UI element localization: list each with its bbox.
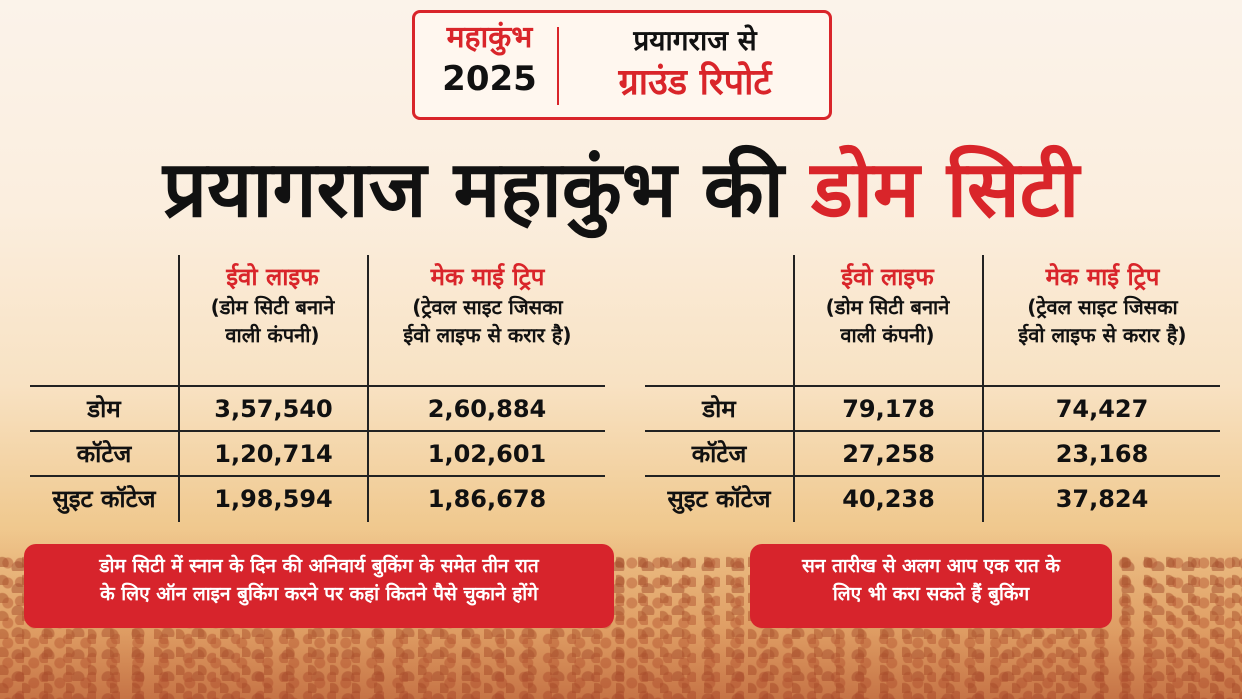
row-type: डोम (87, 395, 121, 423)
brand-sub1: (डोम सिटी बनाने (825, 295, 950, 319)
table-divider-vertical (178, 255, 180, 522)
brand-sub2: ईवो लाइफ से करार है) (403, 323, 572, 347)
headline: प्रयागराज महाकुंभ की डोम सिटी (0, 140, 1242, 240)
brand-sub2: वाली कंपनी) (225, 323, 320, 347)
table-divider-vertical (982, 255, 984, 522)
table-divider-vertical (793, 255, 795, 522)
row-type: डोम (702, 395, 736, 423)
brand-label: ईवो लाइफ (226, 263, 319, 291)
brand-sub2: वाली कंपनी) (840, 323, 935, 347)
report-badge: महाकुंभ 2025 प्रयागराज से ग्राउंड रिपोर्… (412, 10, 832, 120)
headline-part2: डोम सिटी (811, 145, 1080, 235)
brand-label: मेक माई ट्रिप (1045, 263, 1160, 291)
row-value-evo: 1,98,594 (214, 485, 333, 513)
note-line2: लिए भी करा सकते हैं बुकिंग (832, 583, 1030, 605)
row-type: कॉटेज (76, 440, 132, 468)
table-divider-horizontal (30, 475, 605, 477)
row-value-evo: 40,238 (842, 485, 935, 513)
row-value-mmt: 74,427 (1055, 395, 1149, 423)
badge-report: प्रयागराज से ग्राउंड रिपोर्ट (565, 23, 825, 107)
note-line2: के लिए ऑन लाइन बुकिंग करने पर कहां कितने… (100, 583, 538, 605)
table-divider-horizontal (645, 475, 1220, 477)
header-evo-life: ईवो लाइफ (डोम सिटी बनाने वाली कंपनी) (795, 255, 980, 385)
table-divider-horizontal (30, 385, 605, 387)
table-divider-vertical (367, 255, 369, 522)
table-divider-horizontal (645, 430, 1220, 432)
row-value-mmt: 1,02,601 (427, 440, 547, 468)
table-row: सुइट कॉटेज 40,238 37,824 (645, 479, 1220, 519)
badge-event: महाकुंभ 2025 (427, 19, 552, 101)
row-value-evo: 1,20,714 (214, 440, 333, 468)
brand-sub1: (डोम सिटी बनाने (210, 295, 335, 319)
note-one-night: सन तारीख से अलग आप एक रात के लिए भी करा … (750, 544, 1112, 628)
headline-part1: प्रयागराज महाकुंभ की (162, 145, 784, 235)
header-make-my-trip: मेक माई ट्रिप (ट्रेवल साइट जिसका ईवो लाइ… (985, 255, 1220, 385)
row-type: सुइट कॉटेज (52, 485, 156, 513)
table-row: सुइट कॉटेज 1,98,594 1,86,678 (30, 479, 605, 519)
row-type: कॉटेज (691, 440, 747, 468)
row-value-mmt: 2,60,884 (427, 395, 547, 423)
badge-divider (557, 27, 559, 105)
header-make-my-trip: मेक माई ट्रिप (ट्रेवल साइट जिसका ईवो लाइ… (370, 255, 605, 385)
note-three-nights: डोम सिटी में स्नान के दिन की अनिवार्य बु… (24, 544, 614, 628)
table-row: डोम 79,178 74,427 (645, 389, 1220, 429)
table-header: ईवो लाइफ (डोम सिटी बनाने वाली कंपनी) मेक… (30, 255, 605, 385)
row-value-evo: 3,57,540 (214, 395, 333, 423)
badge-line1: प्रयागराज से (633, 24, 757, 57)
table-divider-horizontal (30, 430, 605, 432)
row-value-mmt: 23,168 (1055, 440, 1149, 468)
table-row: कॉटेज 1,20,714 1,02,601 (30, 434, 605, 474)
row-value-evo: 79,178 (842, 395, 935, 423)
table-header: ईवो लाइफ (डोम सिटी बनाने वाली कंपनी) मेक… (645, 255, 1220, 385)
table-row: डोम 3,57,540 2,60,884 (30, 389, 605, 429)
row-type: सुइट कॉटेज (667, 485, 771, 513)
table-row: कॉटेज 27,258 23,168 (645, 434, 1220, 474)
note-line1: सन तारीख से अलग आप एक रात के (801, 555, 1061, 577)
note-line1: डोम सिटी में स्नान के दिन की अनिवार्य बु… (99, 555, 539, 577)
header-evo-life: ईवो लाइफ (डोम सिटी बनाने वाली कंपनी) (180, 255, 365, 385)
row-value-mmt: 1,86,678 (427, 485, 547, 513)
price-table-left: ईवो लाइफ (डोम सिटी बनाने वाली कंपनी) मेक… (30, 255, 605, 522)
row-value-evo: 27,258 (842, 440, 935, 468)
row-value-mmt: 37,824 (1055, 485, 1149, 513)
brand-label: ईवो लाइफ (841, 263, 934, 291)
badge-line2: ग्राउंड रिपोर्ट (618, 62, 772, 103)
brand-sub2: ईवो लाइफ से करार है) (1018, 323, 1187, 347)
brand-sub1: (ट्रेवल साइट जिसका (1027, 295, 1178, 319)
brand-label: मेक माई ट्रिप (430, 263, 545, 291)
badge-event-name: महाकुंभ (446, 20, 533, 55)
table-divider-horizontal (645, 385, 1220, 387)
badge-year: 2025 (442, 59, 537, 99)
brand-sub1: (ट्रेवल साइट जिसका (412, 295, 563, 319)
price-table-right: ईवो लाइफ (डोम सिटी बनाने वाली कंपनी) मेक… (645, 255, 1220, 522)
